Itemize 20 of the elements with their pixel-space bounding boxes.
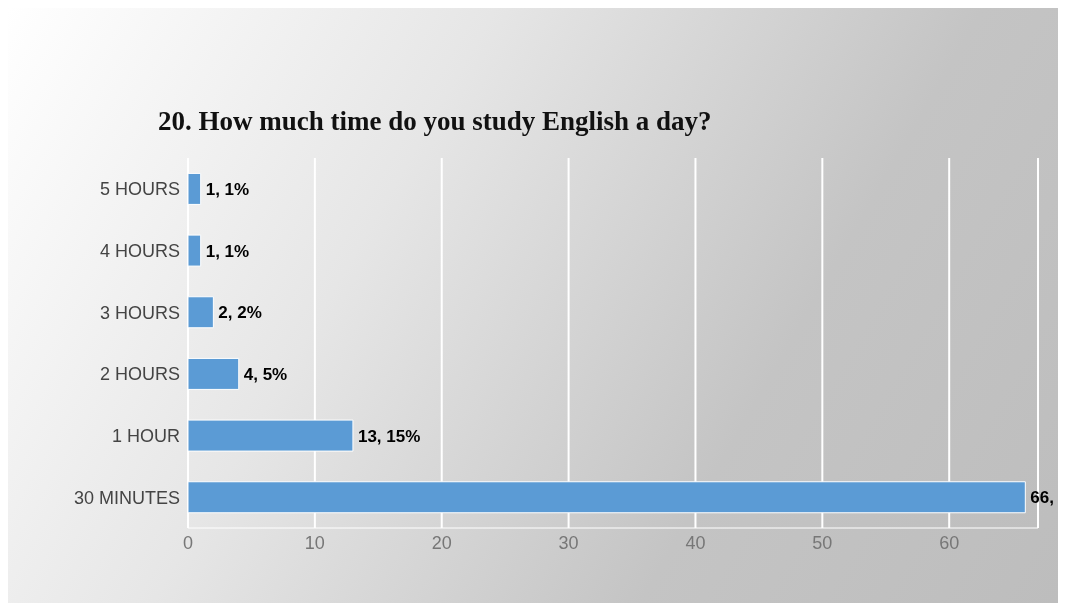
x-tick-label: 40 (685, 532, 706, 553)
chart-title: 20. How much time do you study English a day? (158, 106, 712, 137)
y-tick-label: 5 HOURS (99, 179, 180, 200)
y-tick-label: 1 HOUR (111, 425, 180, 446)
y-tick-label: 30 MINUTES (73, 487, 180, 508)
x-tick-label: 0 (182, 532, 194, 553)
data-label: 13, 15% (357, 426, 421, 446)
data-label: 66, (1030, 488, 1054, 508)
x-tick-label: 50 (812, 532, 833, 553)
data-label: 2, 2% (218, 303, 262, 323)
x-tick-label: 10 (304, 532, 325, 553)
data-label: 4, 5% (243, 364, 288, 384)
x-tick-label: 60 (939, 532, 960, 553)
y-tick-label: 2 HOURS (99, 364, 180, 385)
x-tick-label: 30 (558, 532, 579, 553)
y-tick-label: 3 HOURS (99, 302, 180, 323)
data-label: 1, 1% (205, 241, 250, 261)
y-tick-label: 4 HOURS (99, 240, 180, 261)
data-label: 1, 1% (205, 179, 250, 199)
x-tick-label: 20 (431, 532, 452, 553)
